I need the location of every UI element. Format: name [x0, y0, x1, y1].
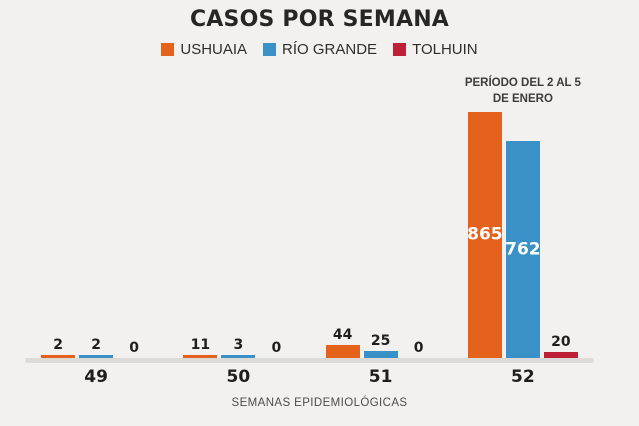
legend-label: TOLHUIN [412, 40, 478, 58]
bar-ushuaia-week-52: 865 [467, 112, 503, 358]
plot-area: PERÍODO DEL 2 AL 5 DE ENERO 2 2 0 11 3 0 44 25 0… [25, 70, 594, 363]
value-label: 2 [91, 337, 101, 353]
value-label: 762 [505, 239, 541, 259]
bar-slot-tolhuin-week-50: 0 [259, 341, 293, 358]
bar-ushuaia-week-51 [325, 345, 360, 358]
bar-slot-ushuaia-week-51: 44 [325, 327, 360, 358]
bar-slot-rio-grande-week-52: 762 [505, 141, 541, 358]
bar-group-week-52: 865 762 20 [452, 112, 594, 358]
legend-item-tolhuin: TOLHUIN [393, 42, 478, 57]
bar-tolhuin-week-52 [543, 352, 578, 358]
bar-group-week-50: 11 3 0 [167, 112, 309, 358]
bar-rio-grande-week-51 [363, 351, 398, 358]
value-label: 865 [467, 224, 503, 245]
tolhuin-swatch-icon [393, 42, 407, 56]
value-label: 3 [233, 337, 244, 353]
value-label: 25 [370, 333, 391, 349]
value-label: 2 [53, 337, 63, 353]
bar-slot-ushuaia-week-49: 2 [41, 337, 76, 358]
bar-rio-grande-week-49 [79, 355, 114, 358]
bar-groups: 2 2 0 11 3 0 44 25 0 865 762 20 [25, 112, 594, 358]
value-label: 20 [551, 334, 571, 350]
bar-group-week-49: 2 2 0 [25, 112, 167, 358]
bar-slot-tolhuin-week-49: 0 [117, 341, 151, 358]
legend-label: RÍO GRANDE [282, 40, 378, 58]
value-label: 11 [190, 337, 211, 353]
tick-week-49: 49 [84, 367, 108, 387]
x-axis-ticks: 49 50 51 52 [25, 363, 594, 386]
value-label: 0 [271, 340, 282, 356]
bar-ushuaia-week-50 [183, 355, 218, 358]
value-label: 0 [413, 340, 424, 356]
legend-label: USHUAIA [180, 40, 248, 58]
legend-item-ushuaia: USHUAIA [161, 42, 247, 57]
x-axis-baseline [25, 358, 594, 363]
bar-slot-rio-grande-week-51: 25 [363, 333, 398, 358]
rio-grande-swatch-icon [263, 42, 277, 56]
tick-week-51: 51 [368, 367, 393, 387]
legend-item-rio-grande: RÍO GRANDE [263, 42, 377, 57]
bar-slot-ushuaia-week-50: 11 [183, 337, 218, 358]
bar-rio-grande-week-50 [221, 355, 256, 358]
bar-slot-tolhuin-week-51: 0 [402, 341, 436, 358]
tick-week-50: 50 [226, 367, 251, 387]
bar-group-week-51: 44 25 0 [310, 112, 452, 358]
bar-slot-tolhuin-week-52: 20 [543, 334, 578, 358]
annotation-periodo: PERÍODO DEL 2 AL 5 DE ENERO [464, 77, 581, 105]
bar-slot-ushuaia-week-52: 865 [467, 112, 503, 358]
tick-week-52: 52 [511, 367, 535, 387]
chart-title: CASOS POR SEMANA [189, 7, 450, 32]
bar-slot-rio-grande-week-50: 3 [221, 337, 256, 358]
ushuaia-swatch-icon [161, 42, 175, 56]
bar-rio-grande-week-52: 762 [505, 141, 541, 358]
value-label: 0 [129, 340, 139, 356]
x-axis-title: SEMANAS EPIDEMIOLÓGICAS [231, 397, 408, 409]
bar-ushuaia-week-49 [41, 355, 76, 358]
legend: USHUAIA RÍO GRANDE TOLHUIN [0, 40, 639, 58]
value-label: 44 [332, 327, 353, 343]
bar-slot-rio-grande-week-49: 2 [79, 337, 114, 358]
